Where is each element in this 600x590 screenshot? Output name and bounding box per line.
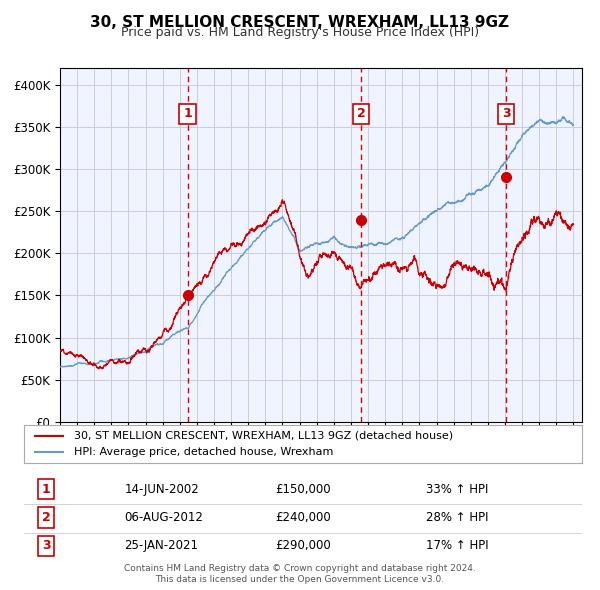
- Text: 06-AUG-2012: 06-AUG-2012: [124, 511, 203, 524]
- Text: 2: 2: [357, 107, 365, 120]
- Text: 30, ST MELLION CRESCENT, WREXHAM, LL13 9GZ (detached house): 30, ST MELLION CRESCENT, WREXHAM, LL13 9…: [74, 431, 454, 441]
- Text: 30, ST MELLION CRESCENT, WREXHAM, LL13 9GZ: 30, ST MELLION CRESCENT, WREXHAM, LL13 9…: [91, 15, 509, 30]
- Text: This data is licensed under the Open Government Licence v3.0.: This data is licensed under the Open Gov…: [155, 575, 445, 584]
- Text: 3: 3: [42, 539, 50, 552]
- Text: 33% ↑ HPI: 33% ↑ HPI: [426, 483, 488, 496]
- Text: Contains HM Land Registry data © Crown copyright and database right 2024.: Contains HM Land Registry data © Crown c…: [124, 565, 476, 573]
- Text: 25-JAN-2021: 25-JAN-2021: [124, 539, 199, 552]
- Text: 2: 2: [42, 511, 50, 524]
- Text: HPI: Average price, detached house, Wrexham: HPI: Average price, detached house, Wrex…: [74, 447, 334, 457]
- Text: 28% ↑ HPI: 28% ↑ HPI: [426, 511, 488, 524]
- Text: 3: 3: [502, 107, 511, 120]
- Text: 14-JUN-2002: 14-JUN-2002: [124, 483, 199, 496]
- Text: 1: 1: [42, 483, 50, 496]
- Text: £290,000: £290,000: [275, 539, 331, 552]
- Text: 1: 1: [183, 107, 192, 120]
- Text: £240,000: £240,000: [275, 511, 331, 524]
- Text: £150,000: £150,000: [275, 483, 331, 496]
- Text: 17% ↑ HPI: 17% ↑ HPI: [426, 539, 488, 552]
- Text: Price paid vs. HM Land Registry's House Price Index (HPI): Price paid vs. HM Land Registry's House …: [121, 26, 479, 39]
